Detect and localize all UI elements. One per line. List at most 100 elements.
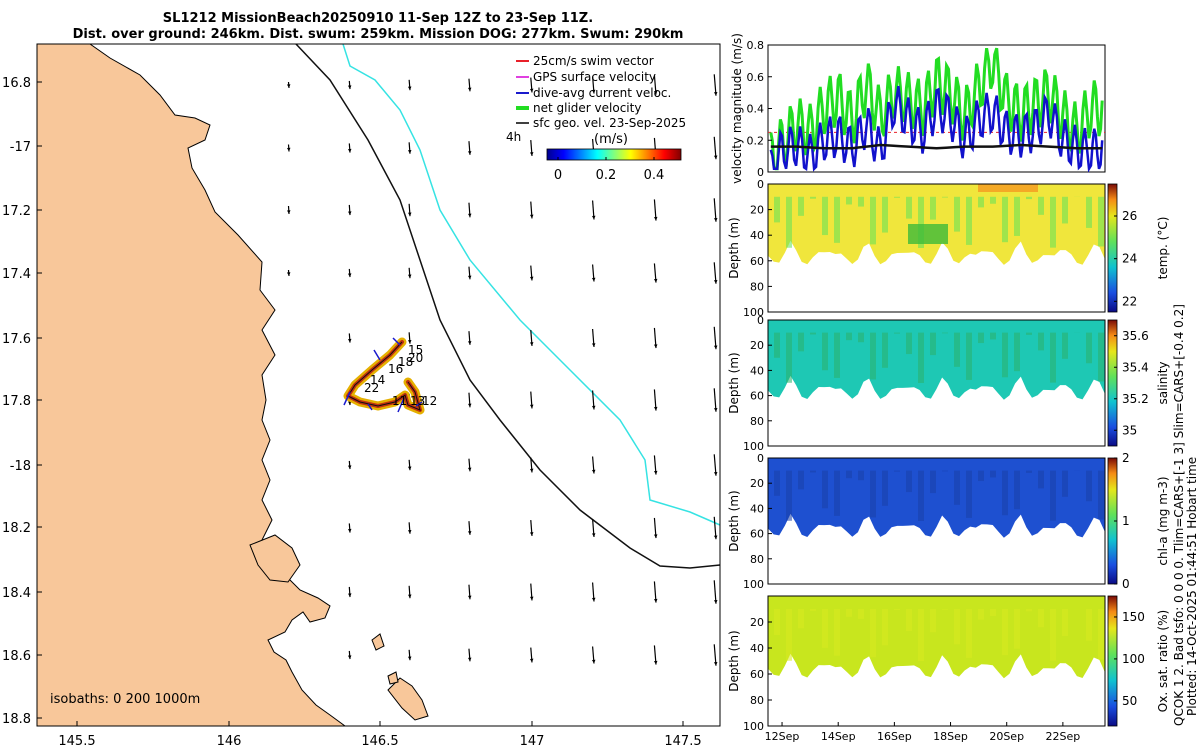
arrow-head [407,339,412,344]
section-data-streak [870,196,876,245]
y-tick-label: 17.4 [2,267,31,282]
arrow-head [591,277,596,282]
section-data-streak [990,470,996,478]
velocity-arrow [407,332,412,344]
depth-tick-label: 80 [750,553,764,566]
arrow-head [286,84,291,88]
arrow-head [467,87,472,92]
section-colorbar [1107,319,1118,447]
section-data-streak [786,196,792,248]
arrow-head [713,599,718,604]
date-tick-label: 22Sep [1046,730,1081,743]
colorbar-tick-label: 35.2 [1122,392,1149,406]
velocity-arrow [713,580,718,604]
arrow-head [287,147,291,152]
velocity-arrow [713,136,718,160]
arrow-shaft [713,326,717,350]
section-data-streak [798,609,804,629]
arrow-head [529,658,534,663]
section-axes-frame [767,457,1106,585]
x-tick-label: 147.5 [664,734,701,749]
colorbar-tick-label: 0 [1122,577,1130,591]
arrow-head [653,90,658,95]
date-tick-label: 20Sep [989,730,1024,743]
section-data-streak [822,196,828,236]
arrow-head [713,407,718,412]
velocity-arrow [468,202,472,218]
section-data-streak [786,609,792,661]
depth-tick-label: 40 [750,642,764,655]
section-data-streak [858,196,864,207]
section-data-streak [918,196,924,248]
legend-label: net glider velocity [533,101,641,115]
y-tick-label: -18 [10,459,31,474]
velocity-arrow [347,650,352,660]
section-data-streak [908,224,948,244]
velocity-arrow [530,391,534,409]
section-data-streak [978,470,984,482]
colorbar-tick-label: 35.4 [1122,360,1149,374]
arrow-head [591,533,596,537]
velocity-arrow [529,140,534,156]
velocity-arrow [591,456,596,474]
arrow-head [653,344,658,349]
colorbar-tick-label: 22 [1122,294,1137,308]
island [387,677,429,721]
arrow-head [653,660,658,665]
plot-info-text: QCOK 1 2. Bad tsfo: 0 0 0 0. Tlim=CARS+[… [1172,304,1186,726]
section-data-streak [1014,609,1020,649]
speed-colorbar-ticks: 0 0.2 0.4 [554,157,664,183]
arrow-head [467,657,472,662]
section-data-streak [918,470,924,521]
velocity-arrow [591,76,596,94]
velocity-arrow [529,457,534,473]
velocity-arrow [653,327,658,349]
section-data-streak [990,332,996,340]
velocity-arrow [467,78,472,92]
colorbar-tick-label: 50 [1122,694,1137,708]
section-data-streak [990,196,996,204]
section-data-streak [894,609,900,611]
depth-tick-label: 60 [750,255,764,268]
colorbar-tick-label: 0 [554,168,562,183]
x-tick-label: 146.5 [361,734,398,749]
section-data-streak [882,332,888,368]
depth-tick-label: 40 [750,502,764,515]
section-data-streak [966,470,972,518]
section-data-streak [978,332,984,344]
velocity-arrow [286,81,291,89]
depth-tick-label: 80 [750,280,764,293]
velocity-arrow [407,267,412,279]
velocity-arrow [347,80,352,90]
velocity-arrow [467,141,472,155]
section-data-streak [1014,332,1020,372]
arrow-head [468,213,472,218]
chart-title-line1: SL1212 MissionBeach20250910 11-Sep 12Z t… [163,11,593,26]
depth-tick-label: 100 [743,720,764,733]
isobath-200-line [342,43,721,526]
section-data-streak [906,332,912,355]
arrow-head [529,342,534,346]
section-data-streak [846,470,852,479]
map-panel: 15 20 18 16 14 22 11 13 12 25cm/s swim v… [2,43,721,749]
legend-4h-label: 4h [506,130,521,144]
velocity-arrow [347,333,352,343]
velocity-arrow [348,204,352,216]
x-tick-label: 145.5 [58,734,95,749]
track-label: 22 [364,381,379,395]
section-data-streak [870,609,876,658]
date-tick-label: 14Sep [821,730,856,743]
section-data-streak [894,470,900,472]
section-data-streak [858,470,864,481]
velocity-arrow [713,262,718,284]
arrow-head [713,155,718,160]
velocity-arrow [713,388,718,412]
velocity-arrow [713,454,718,476]
chart-title-line2: Dist. over ground: 246km. Dist. swum: 25… [73,27,684,42]
section-data-streak [786,470,792,521]
section-data-streak [942,332,948,334]
section-data-streak [978,609,984,620]
track-label: 16 [388,362,403,376]
arrow-head [348,593,352,598]
